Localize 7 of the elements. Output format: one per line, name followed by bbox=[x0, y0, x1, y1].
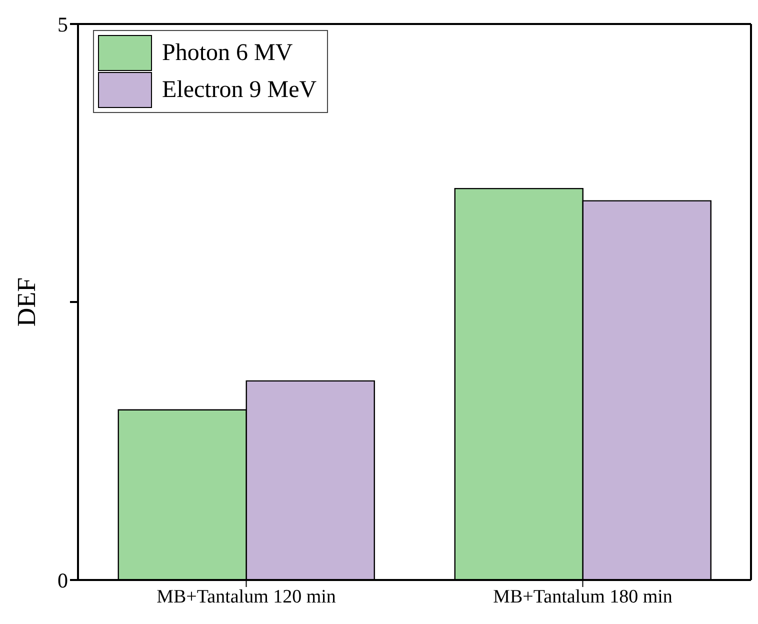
x-tick-label: MB+Tantalum 180 min bbox=[493, 586, 673, 608]
y-axis-title: DEF bbox=[12, 277, 42, 327]
x-tick-label: MB+Tantalum 120 min bbox=[156, 586, 336, 608]
y-tick-label: 5 bbox=[58, 12, 68, 36]
legend-label: Electron 9 MeV bbox=[162, 76, 317, 104]
y-tick-label: 0 bbox=[58, 568, 68, 592]
legend-label: Photon 6 MV bbox=[162, 40, 293, 66]
